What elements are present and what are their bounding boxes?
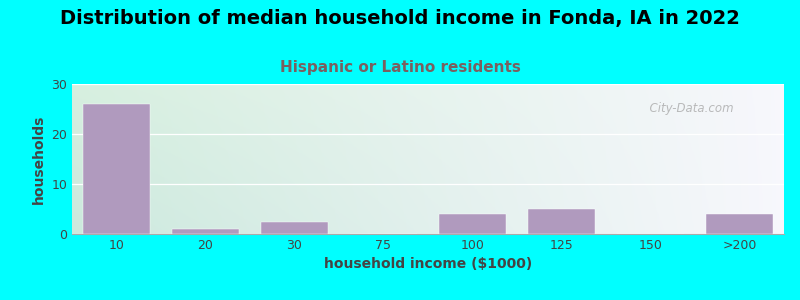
Bar bbox=[172, 229, 239, 234]
X-axis label: household income ($1000): household income ($1000) bbox=[324, 257, 532, 272]
Bar bbox=[83, 104, 150, 234]
Text: City-Data.com: City-Data.com bbox=[642, 102, 734, 115]
Bar bbox=[261, 221, 328, 234]
Bar bbox=[439, 214, 506, 234]
Bar bbox=[706, 214, 773, 234]
Y-axis label: households: households bbox=[32, 114, 46, 204]
Bar bbox=[528, 209, 595, 234]
Text: Distribution of median household income in Fonda, IA in 2022: Distribution of median household income … bbox=[60, 9, 740, 28]
Text: Hispanic or Latino residents: Hispanic or Latino residents bbox=[279, 60, 521, 75]
